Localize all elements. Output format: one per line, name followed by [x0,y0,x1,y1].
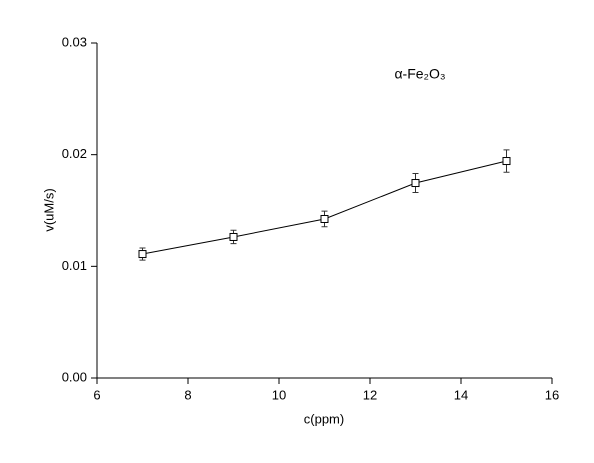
y-axis-label: v(uM/s) [41,188,56,231]
x-tick-label: 10 [272,387,286,402]
x-tick-label: 8 [184,387,191,402]
x-tick-label: 14 [454,387,468,402]
y-tick-label: 0.02 [62,146,87,161]
marker [502,157,511,166]
y-tick-label: 0.00 [62,369,87,384]
y-tick-label: 0.01 [62,258,87,273]
x-tick-label: 12 [363,387,377,402]
marker [411,179,420,188]
x-tick-label: 16 [545,387,559,402]
marker [320,214,329,223]
x-tick-label: 6 [93,387,100,402]
y-tick-label: 0.03 [62,34,87,49]
series-line [142,160,507,255]
marker [138,250,147,259]
marker [229,232,238,241]
x-axis-label: c(ppm) [304,411,344,426]
annotation: α-Fe₂O₃ [394,66,445,82]
